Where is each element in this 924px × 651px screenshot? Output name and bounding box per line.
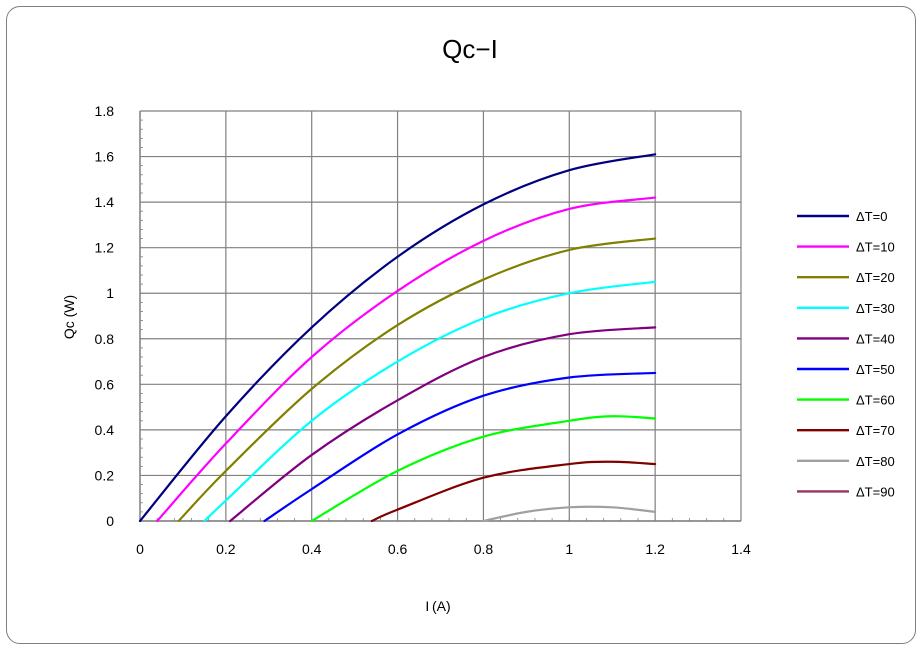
legend-label: ΔT=0 <box>856 209 887 224</box>
series-line-t0 <box>138 153 657 523</box>
legend-label: ΔT=20 <box>856 270 895 285</box>
x-tick-label: 0.2 <box>216 541 236 557</box>
chart-frame <box>6 6 916 644</box>
legend-label: ΔT=30 <box>856 301 895 316</box>
legend: ΔT=0 ΔT=10 ΔT=20 ΔT=30 ΔT=40 ΔT=50 ΔT=60 ΔT=70 Δ… <box>797 209 895 499</box>
y-tick-label: 0.6 <box>95 376 115 392</box>
x-tick-label: 0 <box>136 541 144 557</box>
legend-label: ΔT=80 <box>856 454 895 469</box>
legend-label: ΔT=10 <box>856 240 895 255</box>
legend-label: ΔT=70 <box>856 423 895 438</box>
x-axis-title: I (A) <box>425 598 450 614</box>
series-line-t80 <box>482 505 657 523</box>
legend-label: ΔT=50 <box>856 362 895 377</box>
x-tick-label: 1.2 <box>645 541 665 557</box>
y-tick-label: 1.6 <box>95 149 115 165</box>
legend-label: ΔT=90 <box>856 484 895 499</box>
series-line-t70 <box>370 460 657 523</box>
x-tick-label: 0.6 <box>388 541 408 557</box>
y-tick-label: 0.2 <box>95 467 115 483</box>
x-tick-label: 1.4 <box>731 541 751 557</box>
y-tick-label: 0.8 <box>95 331 115 347</box>
x-tick-label: 0.4 <box>302 541 322 557</box>
series-line-t20 <box>177 237 657 523</box>
y-tick-label: 1.4 <box>95 194 115 210</box>
y-axis-title: Qc (W) <box>61 295 77 339</box>
series-line-t50 <box>263 371 657 523</box>
series-line-t10 <box>156 196 657 523</box>
y-tick-label: 1.8 <box>95 103 115 119</box>
y-tick-label: 0 <box>106 513 114 529</box>
legend-label: ΔT=40 <box>856 331 895 346</box>
y-tick-label: 1 <box>106 285 114 301</box>
x-tick-label: 0.8 <box>474 541 494 557</box>
series-line-t60 <box>310 415 657 523</box>
chart-title: Qc−I <box>442 34 498 64</box>
series-line-t30 <box>203 280 657 523</box>
plot-area: 0 0.2 0.4 0.6 0.8 1 1.2 1.4 0 0.2 0.4 0.6 0.8 1 1.2 1.4… <box>95 103 751 557</box>
series-line-t40 <box>229 326 657 523</box>
y-tick-label: 0.4 <box>95 422 115 438</box>
x-tick-label: 1 <box>565 541 573 557</box>
y-tick-label: 1.2 <box>95 240 115 256</box>
legend-label: ΔT=60 <box>856 393 895 408</box>
